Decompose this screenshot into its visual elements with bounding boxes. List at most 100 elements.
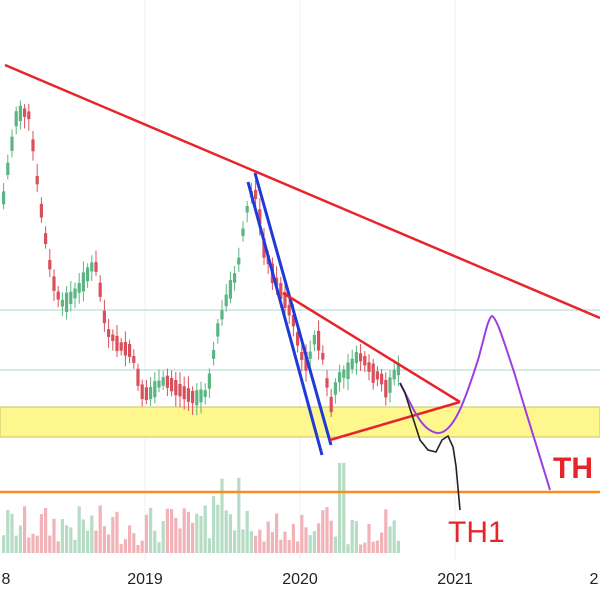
candle-body — [333, 382, 337, 395]
volume-bar — [27, 537, 31, 553]
support-zone — [0, 406, 600, 438]
volume-bar — [317, 523, 321, 553]
volume-bar — [86, 530, 90, 553]
volume-bar — [375, 540, 379, 553]
volume-bar — [65, 525, 69, 553]
volume-bar — [178, 528, 182, 553]
volume-bar — [396, 540, 400, 553]
volume-bar — [233, 530, 237, 553]
volume-bar — [275, 513, 279, 553]
volume-bars — [2, 462, 400, 553]
blue-channel-line-right — [253, 172, 333, 446]
volume-bar — [153, 530, 157, 553]
volume-bar — [258, 529, 262, 553]
volume-bar — [371, 541, 375, 553]
th1-label: TH1 — [448, 516, 505, 549]
candle-body — [115, 335, 119, 352]
volume-bar — [98, 505, 102, 553]
volume-bar — [195, 513, 199, 553]
volume-bar — [144, 514, 148, 553]
volume-bar — [224, 510, 228, 553]
candle-body — [308, 351, 312, 359]
candle-body — [283, 292, 287, 309]
scenario-purple-path — [399, 314, 551, 491]
volume-bar — [60, 519, 64, 553]
volume-bar — [35, 535, 39, 553]
candle-body — [392, 369, 396, 380]
candle-body — [65, 292, 69, 313]
candle-body — [157, 380, 161, 388]
candle-body — [165, 375, 169, 388]
blue-channel-line-left — [246, 181, 324, 456]
volume-bar — [73, 539, 77, 553]
candle-body — [48, 260, 52, 270]
volume-bar — [304, 527, 308, 553]
volume-bar — [191, 522, 195, 553]
candle-body — [258, 209, 262, 225]
candle-body — [107, 329, 111, 337]
candle-body — [178, 383, 182, 397]
candle-body — [14, 111, 18, 127]
volume-bar — [10, 513, 14, 553]
candle-body — [170, 377, 174, 392]
candle-body — [90, 262, 94, 272]
volume-bar — [111, 517, 115, 553]
volume-bar — [31, 533, 35, 553]
volume-bar — [199, 516, 203, 553]
volume-bar — [329, 520, 333, 553]
volume-bar — [325, 507, 329, 553]
candle-body — [375, 371, 379, 380]
candle-body — [2, 191, 6, 205]
x-tick-2019: 2019 — [127, 571, 163, 588]
volume-bar — [380, 532, 384, 553]
candle-body — [384, 379, 388, 398]
candle-body — [123, 342, 127, 356]
volume-bar — [161, 520, 165, 553]
volume-bar — [241, 529, 245, 553]
candle-body — [119, 342, 123, 351]
scenario-black-path — [399, 382, 461, 511]
volume-bar — [363, 542, 367, 553]
upper-triangle-line — [282, 291, 461, 404]
volume-bar — [262, 541, 266, 553]
volume-bar — [44, 507, 48, 553]
candle-body — [237, 257, 241, 265]
candle-body — [27, 111, 31, 120]
candle-body — [31, 139, 35, 152]
candle-body — [396, 363, 400, 376]
candle-body — [153, 381, 157, 398]
candle-body — [199, 389, 203, 403]
volume-bar — [186, 511, 190, 553]
candle-body — [354, 352, 358, 364]
volume-bar — [48, 535, 52, 553]
volume-bar — [157, 542, 161, 553]
volume-bar — [119, 544, 123, 553]
volume-bar — [254, 535, 258, 553]
volume-bar — [296, 541, 300, 553]
x-tick-2021: 2021 — [437, 571, 473, 588]
volume-bar — [270, 532, 274, 553]
candle-body — [367, 362, 371, 372]
volume-bar — [300, 514, 304, 553]
candle-body — [325, 378, 329, 388]
candle-body — [81, 272, 85, 292]
candle-body — [338, 372, 342, 383]
candle-body — [39, 203, 43, 218]
candle-body — [212, 350, 216, 359]
volume-bar — [346, 544, 350, 553]
volume-bar — [220, 478, 224, 553]
th-label: TH — [553, 452, 593, 485]
candle-body — [241, 228, 245, 236]
volume-bar — [52, 518, 56, 553]
volume-bar — [228, 514, 232, 553]
volume-bar — [212, 496, 216, 553]
volume-bar — [207, 538, 211, 553]
candle-body — [128, 344, 132, 357]
volume-bar — [338, 462, 342, 553]
candle-body — [195, 390, 199, 406]
candle-body — [86, 267, 90, 282]
candle-body — [342, 369, 346, 378]
candle-body — [111, 334, 115, 341]
volume-bar — [359, 544, 363, 553]
volume-bar — [6, 509, 10, 553]
